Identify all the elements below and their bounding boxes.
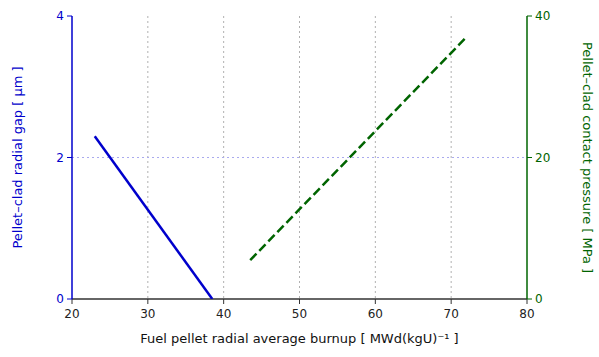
grid <box>72 16 527 299</box>
y2-tick <box>527 299 532 300</box>
y-axis-label: Pellet–clad radial gap [ μm ] <box>10 66 25 248</box>
y2-tick-label: 40 <box>535 9 550 23</box>
y2-axis-label: Pellet–clad contact pressure [ MPa ] <box>580 42 595 273</box>
x-tick <box>299 299 300 304</box>
x-tick-label: 80 <box>519 307 534 321</box>
y2-tick-label: 0 <box>535 292 543 306</box>
y-tick-label: 4 <box>56 9 64 23</box>
y-tick-label: 2 <box>56 151 64 165</box>
y2-tick <box>527 157 532 158</box>
plot-area <box>95 37 467 299</box>
x-tick <box>451 299 452 304</box>
y-tick <box>67 16 72 17</box>
grid-line-x <box>299 16 300 299</box>
x-tick-label: 40 <box>216 307 231 321</box>
x-tick-label: 60 <box>368 307 383 321</box>
x-tick <box>527 299 528 304</box>
x-tick <box>375 299 376 304</box>
y2-tick-label: 20 <box>535 151 550 165</box>
y-tick <box>67 299 72 300</box>
grid-line-x <box>375 16 376 299</box>
chart: 2030405060708002402040Fuel pellet radial… <box>0 0 599 357</box>
series-line <box>250 37 466 260</box>
x-tick <box>72 299 73 304</box>
y-tick-label: 0 <box>56 292 64 306</box>
page: {"chart_data": { "type": "line", "xlabel… <box>0 0 599 357</box>
x-tick-label: 30 <box>140 307 155 321</box>
x-tick-label: 70 <box>444 307 459 321</box>
x-tick <box>147 299 148 304</box>
x-axis-label: Fuel pellet radial average burnup [ MWd(… <box>140 331 458 346</box>
y2-tick <box>527 16 532 17</box>
x-tick-label: 50 <box>292 307 307 321</box>
grid-line-x <box>451 16 452 299</box>
grid-line-y <box>72 157 527 158</box>
y-tick <box>67 157 72 158</box>
x-tick-label: 20 <box>64 307 79 321</box>
series-line <box>95 136 213 299</box>
axes: 2030405060708002402040 <box>56 9 550 321</box>
x-tick <box>223 299 224 304</box>
